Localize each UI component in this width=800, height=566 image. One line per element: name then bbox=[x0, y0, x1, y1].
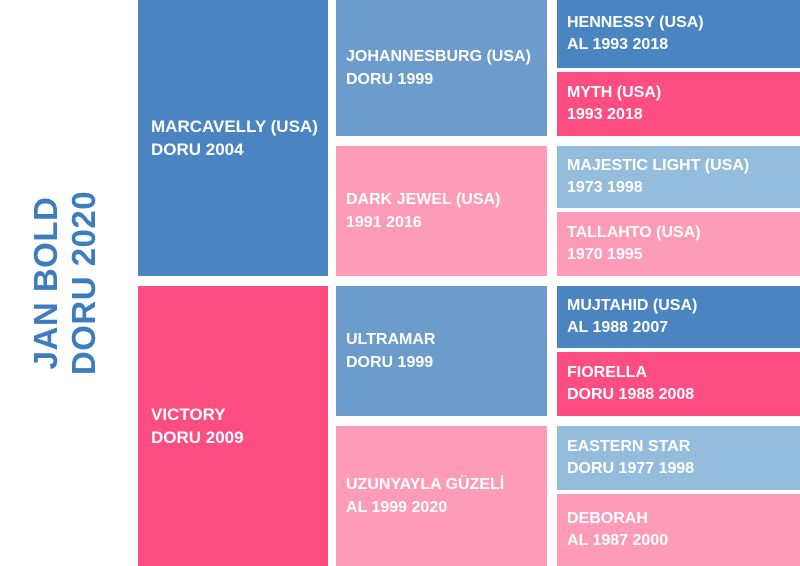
ggp-details: 1973 1998 bbox=[567, 179, 643, 196]
dam-dam-name: UZUNYAYLA GÜZELİ bbox=[346, 476, 505, 493]
ggp-name: HENNESSY (USA) bbox=[567, 14, 704, 31]
ggp-details: DORU 1977 1998 bbox=[567, 460, 695, 477]
horse-details: DORU 2020 bbox=[65, 190, 102, 376]
ggp-details: DORU 1988 2008 bbox=[567, 386, 695, 403]
sire-details: DORU 2004 bbox=[151, 140, 244, 159]
ggp-box: MYTH (USA) 1993 2018 bbox=[557, 72, 800, 136]
sire-dam-name: DARK JEWEL (USA) bbox=[346, 191, 501, 208]
dam-box: VICTORY DORU 2009 bbox=[138, 286, 328, 566]
ggp-details: 1993 2018 bbox=[567, 106, 643, 123]
sire-sire-name: JOHANNESBURG (USA) bbox=[346, 48, 531, 65]
dam-sire-box: ULTRAMAR DORU 1999 bbox=[336, 286, 547, 416]
ggp-name: DEBORAH bbox=[567, 510, 648, 527]
ggp-name: MYTH (USA) bbox=[567, 84, 662, 101]
ggp-name: TALLAHTO (USA) bbox=[567, 224, 701, 241]
horse-name: JAN BOLD bbox=[27, 196, 64, 370]
ggp-name: MAJESTIC LIGHT (USA) bbox=[567, 157, 750, 174]
ggp-details: AL 1993 2018 bbox=[567, 36, 669, 53]
sire-sire-box: JOHANNESBURG (USA) DORU 1999 bbox=[336, 0, 547, 136]
sire-sire-details: DORU 1999 bbox=[346, 71, 434, 88]
horse-title: JAN BOLD DORU 2020 bbox=[0, 0, 130, 566]
ggp-box: TALLAHTO (USA) 1970 1995 bbox=[557, 212, 800, 276]
ggp-name: FIORELLA bbox=[567, 364, 647, 381]
ggp-box: FIORELLA DORU 1988 2008 bbox=[557, 352, 800, 416]
sire-dam-details: 1991 2016 bbox=[346, 214, 422, 231]
ggp-box: EASTERN STAR DORU 1977 1998 bbox=[557, 426, 800, 490]
dam-name: VICTORY bbox=[151, 405, 226, 424]
ggp-details: AL 1987 2000 bbox=[567, 532, 669, 549]
sire-box: MARCAVELLY (USA) DORU 2004 bbox=[138, 0, 328, 276]
dam-details: DORU 2009 bbox=[151, 428, 244, 447]
ggp-box: DEBORAH AL 1987 2000 bbox=[557, 494, 800, 566]
sire-dam-box: DARK JEWEL (USA) 1991 2016 bbox=[336, 146, 547, 276]
ggp-name: EASTERN STAR bbox=[567, 438, 691, 455]
ggp-name: MUJTAHID (USA) bbox=[567, 297, 698, 314]
ggp-box: MUJTAHID (USA) AL 1988 2007 bbox=[557, 286, 800, 348]
ggp-box: HENNESSY (USA) AL 1993 2018 bbox=[557, 0, 800, 68]
dam-sire-details: DORU 1999 bbox=[346, 354, 434, 371]
ggp-details: 1970 1995 bbox=[567, 246, 643, 263]
dam-sire-name: ULTRAMAR bbox=[346, 331, 436, 348]
sire-name: MARCAVELLY (USA) bbox=[151, 117, 318, 136]
dam-dam-box: UZUNYAYLA GÜZELİ AL 1999 2020 bbox=[336, 426, 547, 566]
ggp-box: MAJESTIC LIGHT (USA) 1973 1998 bbox=[557, 146, 800, 208]
ggp-details: AL 1988 2007 bbox=[567, 319, 669, 336]
dam-dam-details: AL 1999 2020 bbox=[346, 499, 448, 516]
